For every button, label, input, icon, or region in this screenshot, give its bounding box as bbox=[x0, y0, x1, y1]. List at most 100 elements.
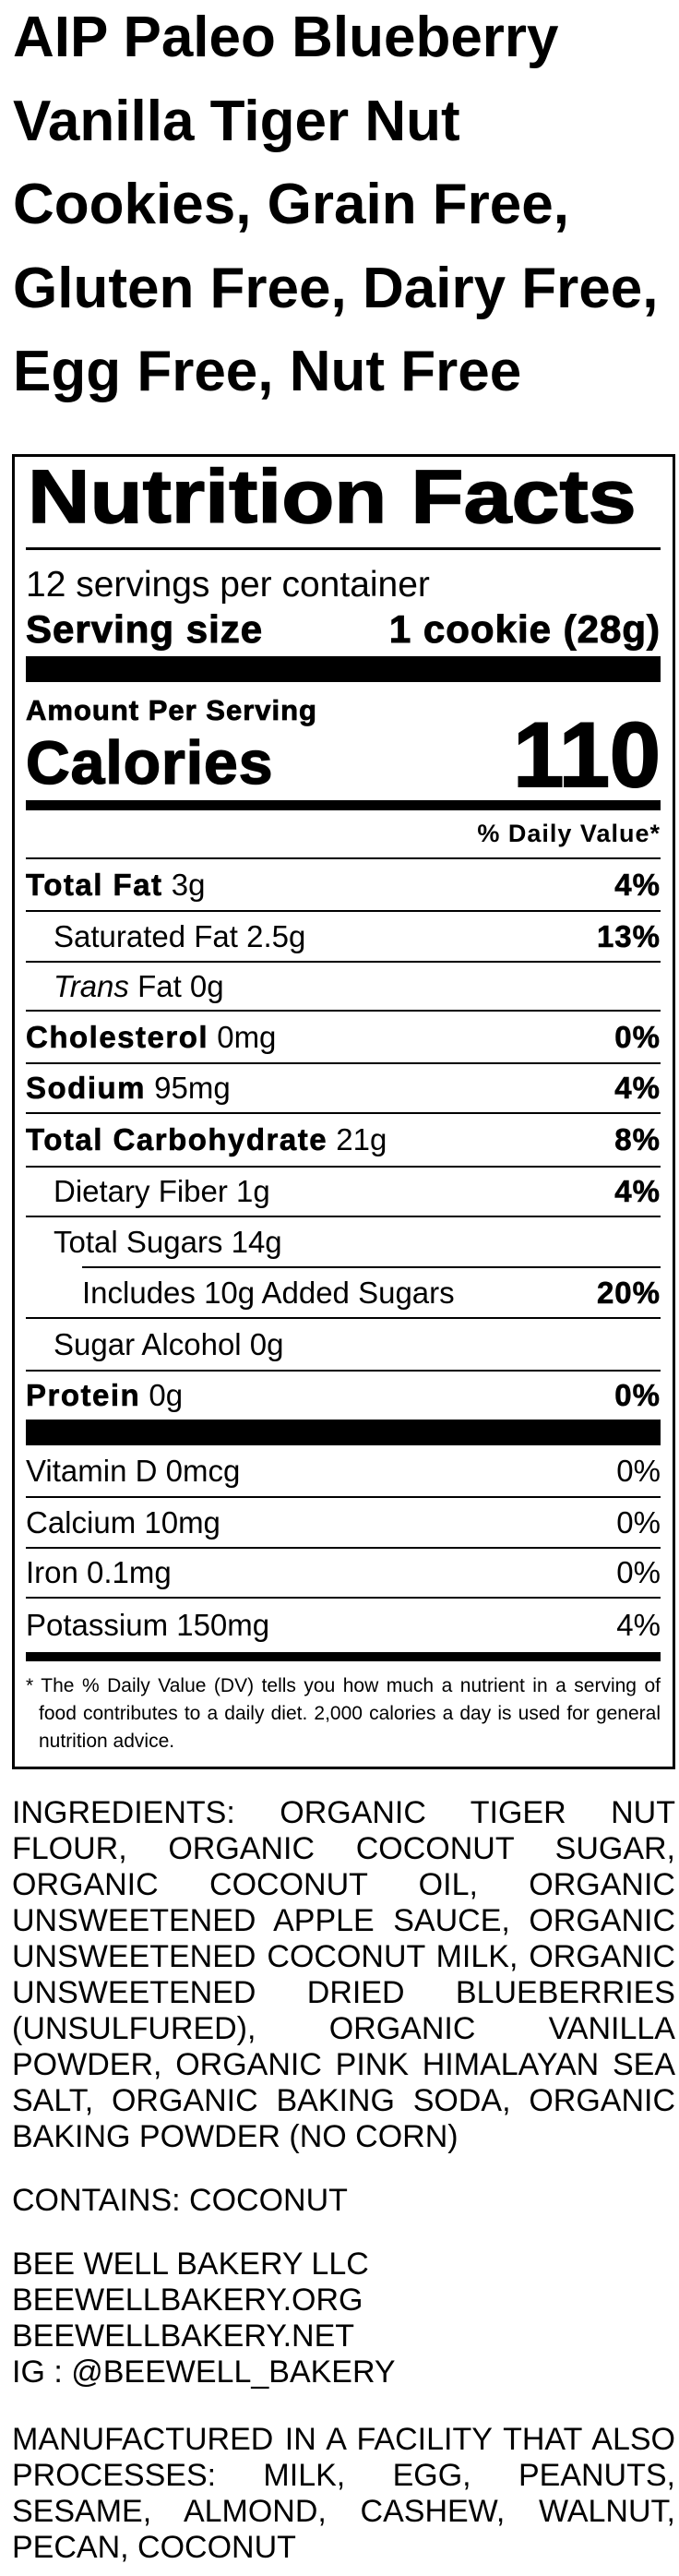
company-line: BEEWELLBAKERY.ORG bbox=[12, 2282, 363, 2318]
divider bbox=[26, 547, 661, 550]
nutrient-row: Protein 0g 0% bbox=[26, 1371, 661, 1420]
daily-value-percent: 0% bbox=[616, 1504, 661, 1540]
nutrient-row: Sodium 95mg 4% bbox=[26, 1063, 661, 1114]
nutrient-row: Total Sugars 14g bbox=[26, 1216, 661, 1268]
allergen-contains: CONTAINS: COCONUT bbox=[12, 2183, 675, 2219]
daily-value-percent: 0% bbox=[614, 1019, 661, 1054]
nutrient-row: Trans Fat 0g bbox=[26, 962, 661, 1012]
row-divider bbox=[26, 1166, 661, 1168]
nutrient-name: Protein 0g bbox=[26, 1377, 184, 1413]
nutrient-row: Total Fat 3g 4% bbox=[26, 858, 661, 912]
company-line: BEE WELL BAKERY LLC bbox=[12, 2247, 369, 2282]
nutrient-label: Cholesterol bbox=[26, 1019, 209, 1054]
company-info: BEE WELL BAKERY LLC BEEWELLBAKERY.ORG BEEW… bbox=[12, 2247, 675, 2390]
vitamin-row: Vitamin D 0mcg 0% bbox=[26, 1445, 661, 1498]
nutrient-amount: 3g bbox=[171, 867, 206, 902]
trans-italic: Trans bbox=[54, 968, 129, 1003]
title-line: Cookies, Grain Free, bbox=[13, 173, 569, 236]
row-divider bbox=[26, 1370, 661, 1372]
ingredients-line: UNSWEETENED DRIED BLUEBERRIES bbox=[12, 1975, 675, 2010]
nutrient-name: Dietary Fiber 1g bbox=[26, 1174, 270, 1209]
ingredients-line: UNSWEETENED COCONUT MILK, ORGANIC bbox=[12, 1939, 675, 1974]
row-divider bbox=[26, 1317, 661, 1319]
serving-size-label: Serving size bbox=[25, 607, 264, 651]
nutrient-label: Protein bbox=[26, 1377, 141, 1412]
ingredients-line: BAKING POWDER (NO CORN) bbox=[12, 2119, 459, 2154]
ingredients-line: (UNSULFURED), ORGANIC VANILLA bbox=[12, 2011, 675, 2046]
company-line: IG : @BEEWELL_BAKERY bbox=[12, 2354, 396, 2390]
facility-line: SESAME, ALMOND, CASHEW, WALNUT, bbox=[12, 2494, 675, 2529]
daily-value-header: % Daily Value* bbox=[477, 820, 661, 847]
nutrient-name: Total Sugars 14g bbox=[26, 1225, 282, 1260]
nutrient-row: Saturated Fat 2.5g 13% bbox=[26, 911, 661, 963]
nutrient-amount: Fat 0g bbox=[137, 968, 224, 1003]
nutrient-name: Total Fat 3g bbox=[26, 867, 206, 903]
contains-text: CONTAINS: COCONUT bbox=[12, 2183, 348, 2218]
daily-value-percent: 4% bbox=[614, 867, 661, 902]
vitamin-amount: Calcium 10mg bbox=[26, 1504, 220, 1540]
row-divider bbox=[26, 910, 661, 912]
ingredients-line: SALT, ORGANIC BAKING SODA, ORGANIC bbox=[12, 2083, 675, 2118]
facility-line: PROCESSES: MILK, EGG, PEANUTS, bbox=[12, 2458, 675, 2493]
nutrient-name: Includes 10g Added Sugars bbox=[26, 1276, 455, 1311]
nutrient-amount: Total Sugars 14g bbox=[54, 1224, 282, 1259]
daily-value-percent: 13% bbox=[596, 918, 661, 953]
footnote: * The % Daily Value (DV) tells you how m… bbox=[26, 1675, 661, 1752]
vitamin-row: Calcium 10mg 0% bbox=[26, 1497, 661, 1549]
title-line: AIP Paleo Blueberry bbox=[13, 6, 559, 69]
serving-size: Serving size 1 cookie (28g) bbox=[25, 607, 661, 651]
nutrition-facts-heading: Nutrition Facts bbox=[27, 455, 637, 540]
title-line: Gluten Free, Dairy Free, bbox=[13, 256, 659, 320]
daily-value-percent: 8% bbox=[614, 1122, 661, 1157]
serving-size-value: 1 cookie (28g) bbox=[388, 607, 661, 651]
nutrient-amount: 0g bbox=[149, 1377, 184, 1412]
nutrient-label: Sodium bbox=[26, 1071, 146, 1106]
nutrient-amount: Sugar Alcohol 0g bbox=[54, 1326, 284, 1361]
daily-value-percent: 4% bbox=[614, 1174, 661, 1209]
vitamin-amount: Potassium 150mg bbox=[26, 1607, 270, 1642]
daily-value-percent: 4% bbox=[616, 1607, 661, 1642]
daily-value-percent: 20% bbox=[596, 1275, 661, 1310]
daily-value-percent: 0% bbox=[616, 1555, 661, 1589]
nutrient-label: Total Carbohydrate bbox=[26, 1122, 328, 1157]
nutrient-row: Sugar Alcohol 0g bbox=[26, 1318, 661, 1372]
product-title: AIP Paleo Blueberry Vanilla Tiger Nut Cook… bbox=[13, 0, 677, 414]
ingredients-line: ORGANIC COCONUT OIL, ORGANIC bbox=[12, 1867, 675, 1902]
nutrient-row: Dietary Fiber 1g 4% bbox=[26, 1167, 661, 1217]
row-divider bbox=[26, 1062, 661, 1064]
facility-line: PECAN, COCONUT bbox=[12, 2530, 296, 2565]
nutrient-row: Cholesterol 0mg 0% bbox=[26, 1011, 661, 1064]
facility-statement: MANUFACTURED IN A FACILITY THAT ALSO PROC… bbox=[12, 2422, 675, 2566]
ingredients-line: FLOUR, ORGANIC COCONUT SUGAR, bbox=[12, 1831, 675, 1866]
nutrient-name: Cholesterol 0mg bbox=[26, 1019, 277, 1055]
facility-line: MANUFACTURED IN A FACILITY THAT ALSO bbox=[12, 2422, 675, 2457]
daily-value-percent: 4% bbox=[614, 1071, 661, 1106]
row-divider bbox=[26, 1216, 661, 1217]
nutrient-name: Saturated Fat 2.5g bbox=[26, 919, 305, 954]
calories-value: 110 bbox=[512, 703, 661, 806]
thick-divider bbox=[26, 656, 661, 682]
nutrient-amount: 95mg bbox=[154, 1071, 231, 1105]
title-line: Vanilla Tiger Nut bbox=[13, 89, 460, 153]
nutrient-name: Total Carbohydrate 21g bbox=[26, 1122, 387, 1157]
title-line: Egg Free, Nut Free bbox=[13, 340, 522, 403]
row-divider bbox=[26, 961, 661, 963]
nutrient-row: Includes 10g Added Sugars 20% bbox=[26, 1267, 661, 1319]
nutrient-label: Total Fat bbox=[26, 867, 163, 902]
nutrient-amount: Saturated Fat 2.5g bbox=[54, 918, 306, 953]
nutrient-amount: Dietary Fiber 1g bbox=[54, 1174, 270, 1208]
amount-per-serving: Amount Per Serving bbox=[26, 694, 317, 726]
vitamin-row: Iron 0.1mg 0% bbox=[26, 1548, 661, 1599]
medium-divider bbox=[26, 800, 661, 810]
row-divider bbox=[26, 1010, 661, 1012]
nutrient-name: Sodium 95mg bbox=[26, 1071, 231, 1106]
vitamin-row: Potassium 150mg 4% bbox=[26, 1598, 661, 1652]
nutrient-name: Sugar Alcohol 0g bbox=[26, 1327, 284, 1362]
daily-value-percent: 0% bbox=[616, 1454, 661, 1488]
nutrient-amount: 21g bbox=[336, 1122, 387, 1156]
vitamin-amount: Vitamin D 0mcg bbox=[26, 1454, 241, 1488]
thick-divider bbox=[26, 1420, 661, 1445]
nutrient-name: Trans Fat 0g bbox=[26, 969, 224, 1004]
ingredients-line: UNSWEETENED APPLE SAUCE, ORGANIC bbox=[12, 1903, 675, 1938]
nutrient-amount: Includes 10g Added Sugars bbox=[82, 1275, 455, 1310]
